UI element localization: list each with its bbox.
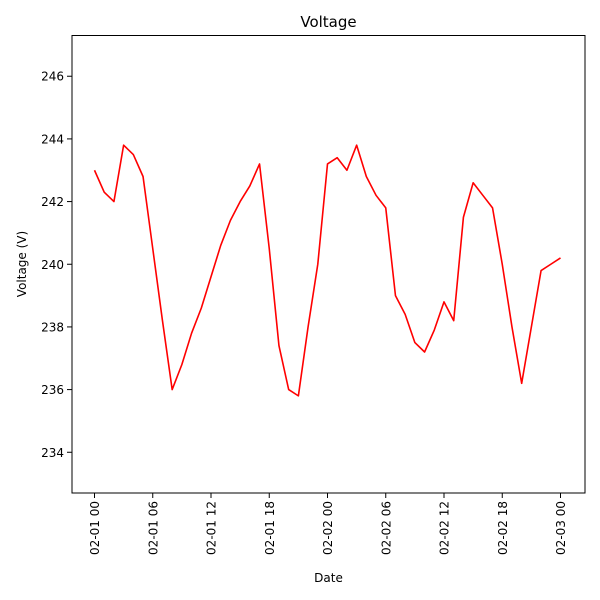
x-tick-label: 02-01 12	[205, 501, 219, 555]
x-tick-label: 02-02 18	[496, 501, 510, 555]
x-tick-label: 02-01 18	[263, 501, 277, 555]
y-tick-label: 236	[41, 383, 64, 397]
y-axis-ticks: 234 236 238 240 242 244 246	[41, 70, 72, 460]
plot-series-layer	[93, 144, 561, 397]
x-axis-label: Date	[314, 571, 343, 585]
y-tick-label: 234	[41, 446, 64, 460]
x-tick-label: 02-01 00	[88, 501, 102, 555]
x-tick-label: 02-03 00	[554, 501, 568, 555]
y-tick-label: 240	[41, 258, 64, 272]
y-tick-label: 246	[41, 70, 64, 84]
y-tick-label: 242	[41, 195, 64, 209]
x-tick-label: 02-01 06	[146, 501, 160, 555]
chart-title: Voltage	[300, 13, 356, 31]
y-axis-label: Voltage (V)	[15, 231, 29, 297]
y-tick-label: 238	[41, 320, 64, 334]
x-tick-label: 02-02 06	[379, 501, 393, 555]
voltage-series-line	[93, 144, 561, 397]
y-tick-label: 244	[41, 132, 64, 146]
x-axis-ticks: 02-01 00 02-01 06 02-01 12 02-01 18 02-02 00…	[88, 493, 568, 555]
x-tick-label: 02-02 12	[438, 501, 452, 555]
x-tick-label: 02-02 00	[321, 501, 335, 555]
